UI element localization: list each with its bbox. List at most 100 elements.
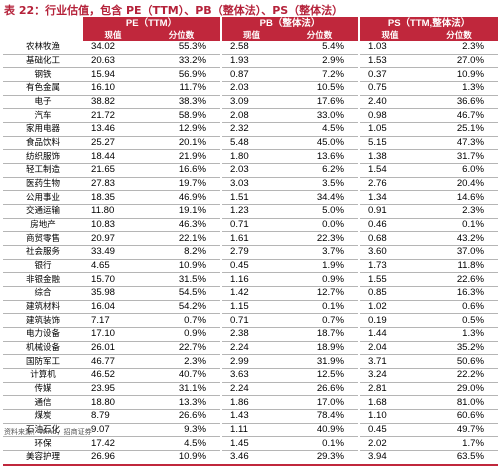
table-row: 机械设备 26.01 22.7% 2.24 18.9% 2.04 35.2% [3,341,499,356]
ps-percentile-cell: 22.2% [420,368,499,383]
table-row: 有色金属 16.10 11.7% 2.03 10.5% 0.75 1.3% [3,81,499,96]
industry-cell: 计算机 [3,368,83,383]
pb-percentile-cell: 40.9% [281,423,360,438]
ps-percentile-cell: 0.5% [420,313,499,329]
pe-value-cell: 4.65 [83,259,143,274]
pb-percentile-cell: 0.0% [281,218,360,233]
industry-cell: 食品饮料 [3,136,83,151]
pe-percentile-cell: 19.7% [143,177,222,192]
pb-percentile-cell: 0.9% [281,272,360,288]
pb-value-cell: 3.09 [220,95,282,110]
table-row: 家用电器 13.46 12.9% 2.32 4.5% 1.05 25.1% [3,122,499,137]
pb-percentile-cell: 45.0% [281,136,360,151]
pe-percentile-cell: 12.9% [143,122,222,137]
ps-percentile-cell: 47.3% [420,136,499,151]
industry-cell: 钢铁 [3,67,83,83]
table-row: 房地产 10.83 46.3% 0.71 0.0% 0.46 0.1% [3,218,499,233]
pe-value-cell: 33.49 [83,245,143,260]
ps-percentile-cell: 14.6% [420,190,499,206]
header-ps: PS（TTM,整体法） [358,17,499,30]
table-row: 医药生物 27.83 19.7% 3.03 3.5% 2.76 20.4% [3,177,499,192]
industry-cell: 国防军工 [3,354,83,370]
ps-value-cell: 1.02 [358,300,421,315]
pe-percentile-cell: 8.2% [143,245,222,260]
ps-percentile-cell: 1.7% [420,436,499,452]
ps-percentile-cell: 2.3% [420,41,499,55]
pe-value-cell: 18.44 [83,149,143,165]
table-row: 食品饮料 25.27 20.1% 5.48 45.0% 5.15 47.3% [3,136,499,151]
ps-percentile-cell: 20.4% [420,177,499,192]
table-title: 表 22：行业估值，包含 PE（TTM）、PB（整体法）、PS（整体法） [4,4,344,17]
pe-value-cell: 34.02 [83,41,143,55]
ps-percentile-cell: 10.9% [420,67,499,83]
pe-percentile-cell: 0.7% [143,313,222,329]
industry-cell: 农林牧渔 [3,41,83,55]
pb-percentile-cell: 3.7% [281,245,360,260]
pe-value-cell: 16.10 [83,81,143,96]
ps-value-cell: 2.04 [358,341,421,356]
ps-value-cell: 1.34 [358,190,421,206]
ps-value-cell: 3.71 [358,354,421,370]
pb-percentile-cell: 17.6% [281,95,360,110]
table-row: 社会服务 33.49 8.2% 2.79 3.7% 3.60 37.0% [3,245,499,260]
ps-percentile-cell: 16.3% [420,286,499,301]
ps-percentile-cell: 46.7% [420,108,499,124]
ps-value-cell: 3.24 [358,368,421,383]
pe-percentile-cell: 46.9% [143,190,222,206]
pe-value-cell: 46.77 [83,354,143,370]
pb-percentile-cell: 12.5% [281,368,360,383]
pb-value-cell: 2.03 [220,163,282,178]
table-row: 纺织服饰 18.44 21.9% 1.80 13.6% 1.38 31.7% [3,149,499,165]
pb-percentile-cell: 13.6% [281,149,360,165]
industry-cell: 建筑材料 [3,300,83,315]
pe-percentile-cell: 38.3% [143,95,222,110]
pb-percentile-cell: 2.9% [281,54,360,69]
pe-value-cell: 13.46 [83,122,143,137]
table-row: 非银金融 15.70 31.5% 1.16 0.9% 1.55 22.6% [3,272,499,288]
pe-value-cell: 21.72 [83,108,143,124]
subheader-pe-percentile: 分位数 [143,30,222,41]
pb-value-cell: 1.45 [220,436,282,452]
ps-value-cell: 2.76 [358,177,421,192]
pe-percentile-cell: 31.1% [143,382,222,397]
ps-percentile-cell: 35.2% [420,341,499,356]
ps-value-cell: 1.44 [358,327,421,342]
subheader-ps-percentile: 分位数 [420,30,499,41]
pb-percentile-cell: 33.0% [281,108,360,124]
ps-value-cell: 2.40 [358,95,421,110]
industry-cell: 美容护理 [3,450,83,466]
industry-cell: 医药生物 [3,177,83,192]
industry-cell: 轻工制造 [3,163,83,178]
pb-value-cell: 0.71 [220,313,282,329]
header-blank [3,17,83,30]
ps-value-cell: 0.19 [358,313,421,329]
industry-cell: 环保 [3,436,83,452]
pb-value-cell: 1.51 [220,190,282,206]
pb-value-cell: 2.03 [220,81,282,96]
pb-percentile-cell: 29.3% [281,450,360,466]
pb-value-cell: 1.43 [220,409,282,424]
subheader-ps-value: 现值 [358,30,421,41]
ps-percentile-cell: 37.0% [420,245,499,260]
ps-value-cell: 1.68 [358,395,421,411]
ps-percentile-cell: 50.6% [420,354,499,370]
table-row: 商贸零售 20.97 22.1% 1.61 22.3% 0.68 43.2% [3,231,499,247]
pe-percentile-cell: 22.7% [143,341,222,356]
ps-value-cell: 5.15 [358,136,421,151]
pb-value-cell: 1.61 [220,231,282,247]
pb-percentile-cell: 0.1% [281,436,360,452]
pe-value-cell: 26.96 [83,450,143,466]
table-row: 建筑装饰 7.17 0.7% 0.71 0.7% 0.19 0.5% [3,313,499,329]
ps-value-cell: 0.45 [358,423,421,438]
pe-percentile-cell: 19.1% [143,204,222,219]
table-row: 农林牧渔 34.02 55.3% 2.58 5.4% 1.03 2.3% [3,41,499,55]
pb-percentile-cell: 18.7% [281,327,360,342]
table-row: 国防军工 46.77 2.3% 2.99 31.9% 3.71 50.6% [3,354,499,370]
pe-value-cell: 20.63 [83,54,143,69]
pb-percentile-cell: 17.0% [281,395,360,411]
pb-value-cell: 3.46 [220,450,282,466]
pb-value-cell: 3.03 [220,177,282,192]
ps-value-cell: 0.37 [358,67,421,83]
pb-value-cell: 1.15 [220,300,282,315]
pe-percentile-cell: 4.5% [143,436,222,452]
